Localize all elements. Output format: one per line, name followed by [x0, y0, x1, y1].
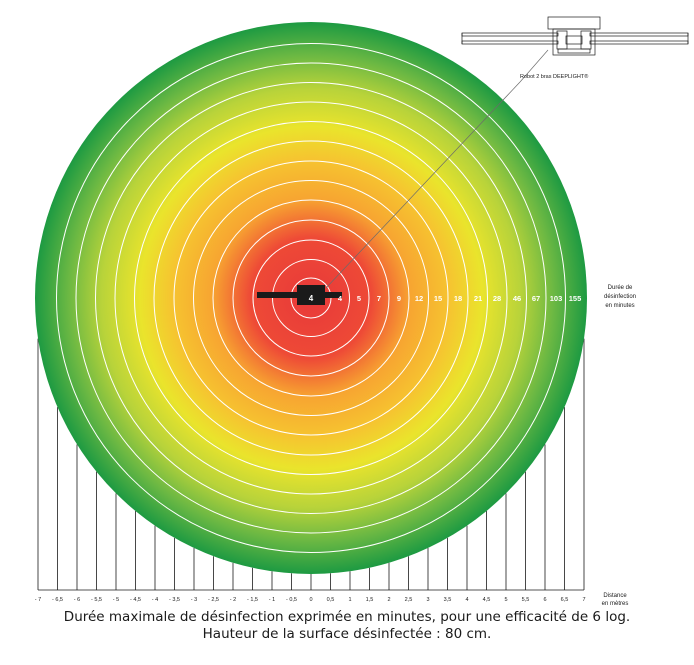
ring-value-10: 46 [513, 294, 521, 303]
distance-tick-label: 5 [504, 597, 507, 603]
ring-3 [252, 239, 370, 357]
leader-line-end [519, 49, 549, 83]
concentric-rings [56, 43, 566, 553]
distance-tick-label: 7 [582, 597, 585, 603]
side-label-line-2: désinfection [604, 294, 636, 300]
ring-value-7: 18 [454, 294, 462, 303]
distance-tick-label: 3 [426, 597, 429, 603]
distance-tick-label: - 5 [113, 597, 119, 603]
distance-tick-label: - 1 [269, 597, 275, 603]
ring-value-9: 28 [493, 294, 501, 303]
distance-tick-label: - 2 [230, 597, 236, 603]
distance-tick-label: 4,5 [483, 597, 491, 603]
distance-tick-label: - 5,5 [91, 597, 102, 603]
distance-tick-label: 6 [543, 597, 546, 603]
ring-value-12: 103 [550, 294, 563, 303]
distance-axis-label: Distance en mètres [602, 593, 629, 607]
distance-tick-label: - 3,5 [169, 597, 180, 603]
robot-inset-drawing [461, 16, 689, 56]
distance-tick-label: 1,5 [366, 597, 374, 603]
ring-11 [95, 82, 527, 514]
distance-label-line-1: Distance [603, 593, 627, 599]
distance-tick-label: - 7 [35, 597, 41, 603]
ring-13 [56, 43, 566, 553]
ring-value-1: 4 [338, 294, 343, 303]
ring-6 [193, 180, 429, 416]
distance-tick-label: - 0,5 [286, 597, 297, 603]
ring-8 [153, 140, 469, 456]
distance-tick-label: 4 [465, 597, 468, 603]
robot-body [297, 285, 325, 305]
robot-symbol [257, 285, 342, 305]
distance-tick-label: 3,5 [444, 597, 452, 603]
ring-value-labels: 4 5 7 9 12 15 18 21 28 46 67 103 155 [338, 294, 581, 303]
ring-value-3: 7 [377, 294, 381, 303]
ring-value-6: 15 [434, 294, 442, 303]
distance-tick-label: 2 [387, 597, 390, 603]
distance-tick-label: - 6 [74, 597, 80, 603]
distance-tick-label: 2,5 [405, 597, 413, 603]
side-label-line-3: en minutes [605, 303, 634, 309]
distance-tick-label: - 2,5 [208, 597, 219, 603]
caption-line-1: Durée maximale de désinfection exprimée … [63, 609, 631, 625]
distance-tick-label: - 1,5 [247, 597, 258, 603]
distance-tick-label: 0 [309, 597, 312, 603]
ring-value-13: 155 [569, 294, 582, 303]
ring-value-5: 12 [415, 294, 423, 303]
distance-tick-label: - 3 [191, 597, 197, 603]
distance-tick-label: - 4 [152, 597, 158, 603]
distance-tick-label: 1 [348, 597, 351, 603]
distance-label-line-2: en mètres [602, 601, 629, 607]
ring-value-11: 67 [532, 294, 540, 303]
distance-tick-label: - 4,5 [130, 597, 141, 603]
distance-tick-label: 0,5 [327, 597, 335, 603]
ring-10 [114, 101, 508, 495]
distance-guide-lines [37, 338, 585, 590]
ring-value-4: 9 [397, 294, 401, 303]
center-value: 4 [309, 294, 314, 303]
distance-tick-label: 6,5 [561, 597, 569, 603]
ring-value-2: 5 [357, 294, 361, 303]
ring-7 [173, 160, 449, 436]
ring-9 [134, 121, 488, 475]
robot-label: Robot 2 bras DEEPLIGHT® [520, 73, 588, 80]
ring-12 [75, 62, 547, 534]
side-label-line-1: Durée de [608, 285, 633, 291]
ring-4 [232, 219, 390, 377]
duration-side-label: Durée de désinfection en minutes [604, 285, 636, 309]
distance-tick-label: - 6,5 [52, 597, 63, 603]
ring-5 [212, 199, 410, 397]
distance-tick-labels: - 7 - 6,5 - 6 - 5,5 - 5 - 4,5 - 4 - 3,5 - 3 - 2,5… [35, 597, 586, 603]
distance-tick-label: 5,5 [522, 597, 530, 603]
leader-line [325, 81, 521, 289]
ring-value-8: 21 [474, 294, 482, 303]
caption-line-2: Hauteur de la surface désinfectée : 80 c… [202, 626, 492, 642]
